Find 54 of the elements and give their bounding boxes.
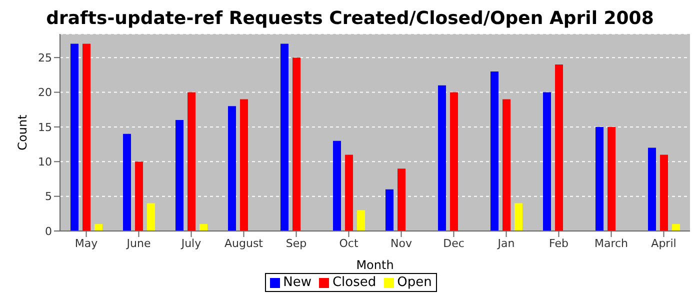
y-tick-label: 10 (38, 156, 52, 169)
x-tick-label: April (651, 236, 676, 250)
y-tick-label: 20 (38, 86, 52, 100)
bar (94, 224, 102, 231)
bar (450, 92, 458, 231)
x-tick-label: May (74, 236, 98, 250)
x-tick-label: Nov (390, 236, 412, 250)
bar (596, 126, 604, 231)
x-tick-label: July (180, 236, 202, 250)
x-tick-label: Feb (549, 236, 568, 250)
x-tick-label: Jan (496, 236, 515, 250)
x-tick-label: June (126, 236, 151, 250)
legend-label: Closed (331, 275, 376, 290)
bar (514, 203, 522, 231)
y-tick-label: 5 (45, 190, 52, 204)
bar (123, 134, 131, 231)
x-axis-title: Month (356, 258, 394, 272)
bar (648, 148, 656, 231)
bar (438, 85, 446, 231)
legend-label: New (282, 275, 312, 290)
x-tick-label: Dec (443, 236, 464, 250)
chart-title: drafts-update-ref Requests Created/Closed/Open April 2008 (45, 8, 655, 31)
bar (176, 120, 184, 231)
bar (240, 99, 248, 231)
y-tick-label: 0 (45, 224, 52, 238)
bar (135, 162, 143, 231)
bar (70, 44, 78, 231)
bar (228, 106, 236, 231)
x-tick-label: Sep (286, 236, 307, 250)
bar (672, 224, 680, 231)
y-tick-label: 15 (38, 120, 52, 134)
bar (333, 140, 341, 231)
bar (200, 224, 208, 231)
bar (357, 210, 365, 231)
bar (188, 92, 196, 231)
bar (490, 71, 498, 231)
bar (543, 92, 551, 231)
bar (608, 126, 616, 231)
x-tick-label: August (224, 236, 264, 250)
y-axis-title: Count (15, 114, 30, 150)
bar (398, 168, 406, 231)
y-tick-label: 25 (38, 51, 52, 64)
bar (147, 203, 155, 231)
bar (345, 154, 353, 231)
bar (386, 189, 394, 231)
bar (280, 44, 288, 231)
bar (82, 44, 90, 231)
bar (555, 64, 563, 231)
legend-label: Open (396, 275, 432, 290)
x-tick-label: Oct (339, 236, 359, 250)
bar (660, 154, 668, 231)
x-tick-label: March (594, 236, 628, 250)
bar (502, 99, 510, 231)
bar (292, 58, 300, 231)
